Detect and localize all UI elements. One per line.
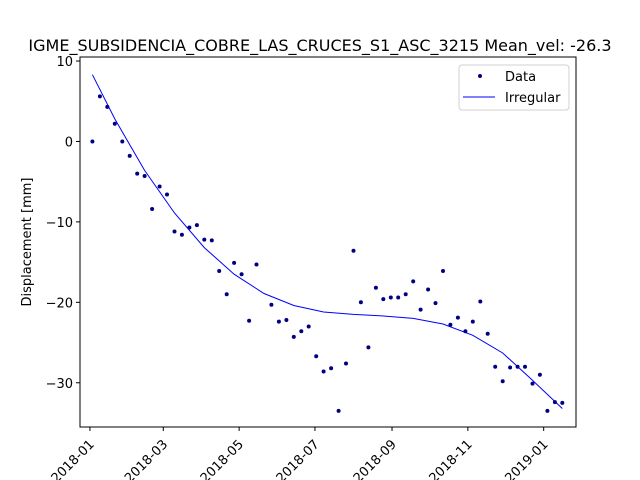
data-point-52 <box>485 331 490 336</box>
data-point-44 <box>426 287 431 292</box>
y-tick-label-2: −10 <box>46 216 73 231</box>
data-point-50 <box>470 319 475 324</box>
y-tick-label-4: −30 <box>46 377 73 392</box>
data-point-12 <box>179 232 184 237</box>
y-tick-label-1: 0 <box>65 136 73 151</box>
data-point-15 <box>202 237 207 242</box>
data-point-32 <box>336 408 341 413</box>
data-point-49 <box>463 329 468 334</box>
x-tick-label-4: 2018-09 <box>351 437 400 480</box>
data-point-1 <box>97 94 102 99</box>
data-point-54 <box>500 379 505 384</box>
data-point-14 <box>194 223 199 228</box>
y-axis-label: Displacement [mm] <box>20 178 35 307</box>
data-point-18 <box>224 292 229 297</box>
data-point-47 <box>448 322 453 327</box>
data-point-41 <box>403 292 408 297</box>
x-tick-label-5: 2018-11 <box>427 437 476 480</box>
legend-irregular-label: Irregular <box>505 91 561 106</box>
data-point-51 <box>478 299 483 304</box>
data-point-57 <box>523 364 527 369</box>
data-point-39 <box>388 295 393 300</box>
data-point-4 <box>120 139 125 144</box>
data-point-59 <box>537 372 542 377</box>
data-point-28 <box>306 324 311 329</box>
data-point-35 <box>358 300 363 305</box>
data-point-10 <box>165 192 169 197</box>
data-point-17 <box>217 269 222 273</box>
y-tick-label-3: −20 <box>46 296 73 311</box>
legend-data-marker <box>478 74 482 78</box>
data-point-16 <box>209 238 214 243</box>
data-point-33 <box>344 361 348 366</box>
x-tick-label-3: 2018-07 <box>274 437 323 480</box>
data-point-29 <box>314 354 319 359</box>
data-point-19 <box>232 260 237 265</box>
x-tick-label-1: 2018-03 <box>122 437 171 480</box>
data-point-40 <box>396 295 401 300</box>
legend: Data Irregular <box>458 64 570 111</box>
data-point-34 <box>351 248 356 253</box>
x-axis: 2018-01 2018-03 2018-05 2018-07 2018-09 2018-… <box>49 427 552 480</box>
data-point-7 <box>142 174 147 178</box>
series-line-irregular <box>91 74 563 409</box>
data-point-38 <box>381 297 386 302</box>
data-point-43 <box>418 307 423 312</box>
data-point-8 <box>150 207 155 211</box>
x-tick-label-6: 2019-01 <box>503 437 552 480</box>
data-point-9 <box>157 184 162 189</box>
data-point-20 <box>239 272 244 277</box>
data-point-60 <box>545 408 550 413</box>
data-point-30 <box>321 369 326 374</box>
data-point-22 <box>254 262 259 267</box>
data-point-31 <box>329 366 334 371</box>
legend-box <box>458 64 570 111</box>
legend-data-label: Data <box>505 70 536 85</box>
data-point-42 <box>411 279 416 284</box>
x-tick-label-2: 2018-05 <box>198 437 247 480</box>
data-point-46 <box>441 269 445 273</box>
data-point-13 <box>187 225 192 230</box>
data-point-45 <box>433 301 438 306</box>
chart-title: IGME_SUBSIDENCIA_COBRE_LAS_CRUCES_S1_ASC… <box>28 36 611 56</box>
data-point-53 <box>493 364 498 369</box>
data-point-23 <box>269 302 274 307</box>
data-point-27 <box>299 329 304 334</box>
data-point-11 <box>172 229 177 234</box>
data-point-21 <box>247 318 252 323</box>
y-tick-label-0: 10 <box>56 55 73 70</box>
series-layer <box>90 74 565 413</box>
data-point-36 <box>366 345 371 350</box>
data-point-55 <box>508 365 513 370</box>
data-point-5 <box>127 153 132 158</box>
data-point-48 <box>455 315 460 320</box>
axes-frame <box>79 56 577 428</box>
data-point-3 <box>112 121 117 126</box>
data-point-62 <box>560 400 565 405</box>
data-point-24 <box>276 319 281 324</box>
data-point-61 <box>552 400 557 405</box>
data-point-37 <box>373 285 378 290</box>
data-point-6 <box>135 171 140 176</box>
data-point-58 <box>530 381 535 386</box>
data-point-25 <box>284 318 289 322</box>
x-tick-label-0: 2018-01 <box>49 437 98 480</box>
data-point-0 <box>90 139 95 144</box>
data-point-2 <box>105 104 110 109</box>
data-point-26 <box>291 334 296 339</box>
data-point-56 <box>515 364 520 369</box>
y-axis: 10 0 −10 −20 −30 <box>46 55 80 392</box>
